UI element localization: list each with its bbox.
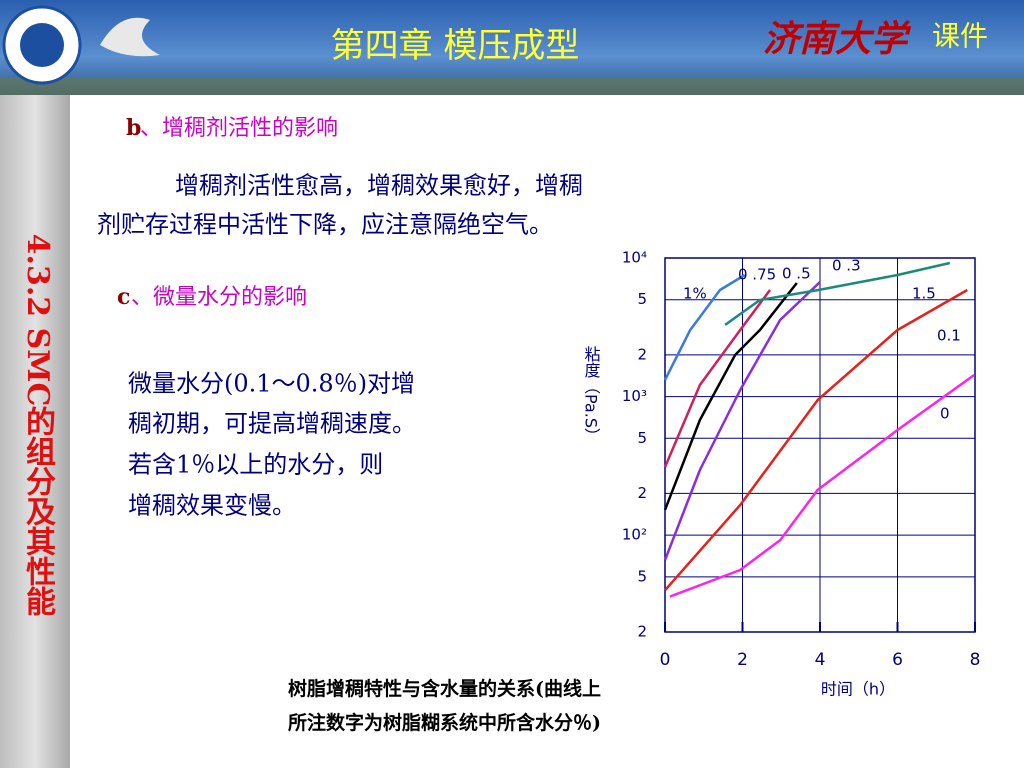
paragraph-line: 剂贮存过程中活性下降，应注意隔绝空气。 xyxy=(97,211,553,239)
banner-shore xyxy=(0,78,1024,95)
curve xyxy=(724,261,951,326)
curve xyxy=(664,288,968,592)
section-title: 、微量水分的影响 xyxy=(131,285,307,310)
curve-label: 0 .3 xyxy=(832,257,861,275)
paragraph-line: 若含1％以上的水分，则 xyxy=(128,451,383,479)
curve xyxy=(663,289,772,468)
logo-core xyxy=(20,23,64,67)
header-title: 第四章 模压成型 xyxy=(331,26,580,66)
x-axis-label: 时间（h） xyxy=(821,680,895,699)
curve-label: 1.5 xyxy=(912,285,936,303)
x-tick-label: 0 xyxy=(660,650,671,670)
x-tick-label: 4 xyxy=(815,650,826,670)
curve-label: 0 .75 xyxy=(738,266,776,284)
y-tick-label: 2 xyxy=(637,623,647,641)
sidebar-text: 4.3.2 SMC的组分及其性能 xyxy=(20,234,56,617)
brand: 济南大学 xyxy=(763,18,912,60)
y-tick-label: 5 xyxy=(637,567,647,585)
y-axis-label: 粘度（Pa.S） xyxy=(582,346,601,444)
paragraph-line: 稠初期，可提高增稠速度。 xyxy=(128,410,416,438)
curve xyxy=(669,373,975,598)
sidebar xyxy=(0,95,70,768)
curve xyxy=(663,282,798,511)
y-tick-label: 5 xyxy=(637,290,647,308)
paragraph-line: 增稠剂活性愈高，增稠效果愈好，增稠 xyxy=(175,172,583,200)
y-tick-label: 2 xyxy=(637,345,647,363)
dove xyxy=(100,17,160,57)
caption-line: 树脂增稠特性与含水量的关系(曲线上 xyxy=(288,677,601,700)
curve xyxy=(663,281,821,561)
paragraph-line: 微量水分(0.1～0.8％)对增 xyxy=(128,370,415,398)
caption-line: 所注数字为树脂糊系统中所含水分％) xyxy=(288,711,601,734)
section-title: 、增稠剂活性的影响 xyxy=(140,116,338,141)
x-tick-label: 6 xyxy=(892,650,903,670)
section-label: c xyxy=(117,284,130,310)
curve-label: 0.1 xyxy=(937,327,961,345)
curve-label: 0 .5 xyxy=(782,265,811,283)
y-tick-label: 2 xyxy=(637,484,647,502)
header-tag: 课件 xyxy=(932,20,988,53)
curve-label: 1% xyxy=(683,285,707,303)
x-tick-label: 2 xyxy=(737,650,748,670)
y-tick-label: 10² xyxy=(622,526,647,544)
paragraph-line: 增稠效果变慢。 xyxy=(128,492,296,520)
y-tick-label: 10³ xyxy=(622,387,647,405)
y-tick-label: 5 xyxy=(637,429,647,447)
curve xyxy=(663,273,746,381)
y-tick-label: 10⁴ xyxy=(622,249,647,267)
section-label: b xyxy=(126,115,141,141)
curve-label: 0 xyxy=(940,405,950,423)
x-tick-label: 8 xyxy=(970,650,981,670)
